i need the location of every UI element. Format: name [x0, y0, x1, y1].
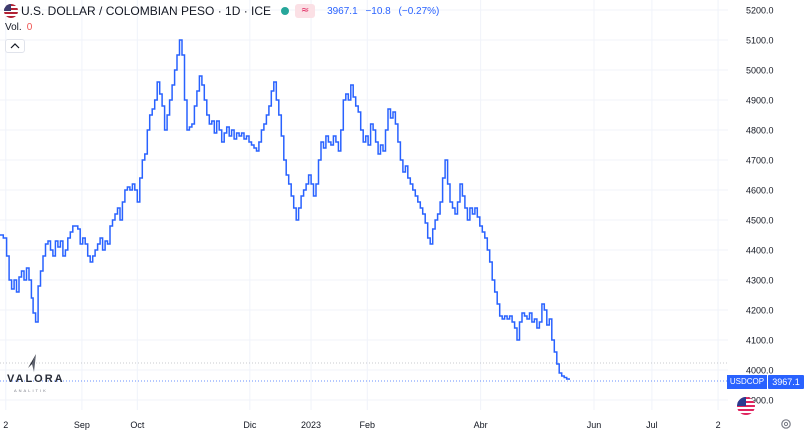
volume-label: Vol.: [5, 22, 22, 33]
valora-logo-icon: [28, 354, 36, 372]
x-tick-label: Jun: [587, 420, 602, 430]
x-tick-label: Sep: [74, 420, 90, 430]
watermark-brand: VALORA: [7, 373, 65, 385]
y-tick-label: 4000.0: [746, 366, 774, 376]
x-tick-label: Feb: [360, 420, 376, 430]
y-tick-label: 5100.0: [746, 36, 774, 46]
x-tick-label: 2: [3, 420, 8, 430]
y-tick-label: 4200.0: [746, 306, 774, 316]
y-tick-label: 4100.0: [746, 336, 774, 346]
y-tick-label: 4500.0: [746, 216, 774, 226]
y-tick-label: 4700.0: [746, 156, 774, 166]
y-tick-label: 4600.0: [746, 186, 774, 196]
chevron-up-icon: [10, 43, 20, 49]
y-tick-label: 4400.0: [746, 246, 774, 256]
y-tick-label: 4800.0: [746, 126, 774, 136]
x-tick-label: Abr: [474, 420, 488, 430]
x-tick-label: 2: [716, 420, 721, 430]
symbol-price-tag: USDCOP: [727, 375, 767, 389]
us-flag-icon[interactable]: [737, 397, 755, 415]
y-tick-label: 3900.0: [746, 396, 774, 406]
delayed-data-badge[interactable]: ≈: [295, 4, 316, 18]
symbol-title[interactable]: U.S. DOLLAR / COLOMBIAN PESO · 1D · ICE: [21, 4, 272, 18]
y-tick-label: 4300.0: [746, 276, 774, 286]
price-change-percent: (−0.27%): [398, 5, 440, 17]
volume-value: 0: [26, 22, 33, 33]
x-tick-label: Dic: [243, 420, 256, 430]
chart-grid: [0, 0, 728, 410]
price-line: [0, 39, 570, 380]
last-price-value: 3967.1: [327, 5, 358, 17]
y-tick-label: 5000.0: [746, 66, 774, 76]
last-price-tag: 3967.1: [768, 375, 804, 389]
y-tick-label: 4900.0: [746, 96, 774, 106]
y-tick-label: 5200.0: [746, 6, 774, 16]
watermark-sub: ANALITIK: [14, 388, 48, 393]
x-tick-label: 2023: [301, 420, 321, 430]
quote-values: 3967.1 −10.8 (−0.27%): [327, 6, 444, 17]
time-axis[interactable]: 2 Sep Oct Dic 2023 Feb Abr Jun Jul 2: [3, 420, 720, 430]
usd-cop-flag-icon: [4, 4, 18, 18]
price-change-value: −10.8: [365, 5, 391, 17]
volume-legend: Vol. 0: [5, 22, 32, 33]
price-axis[interactable]: 5200.0 5100.0 5000.0 4900.0 4800.0 4700.0 4600…: [746, 6, 774, 406]
x-tick-label: Jul: [646, 420, 658, 430]
x-tick-label: Oct: [130, 420, 145, 430]
collapse-legend-button[interactable]: [5, 39, 25, 53]
symbol-legend: U.S. DOLLAR / COLOMBIAN PESO · 1D · ICE …: [4, 3, 444, 19]
valora-watermark: VALORA ANALITIK: [4, 354, 64, 394]
gear-icon[interactable]: [780, 418, 792, 430]
price-series: [0, 39, 570, 380]
market-open-dot-icon: [281, 7, 290, 15]
